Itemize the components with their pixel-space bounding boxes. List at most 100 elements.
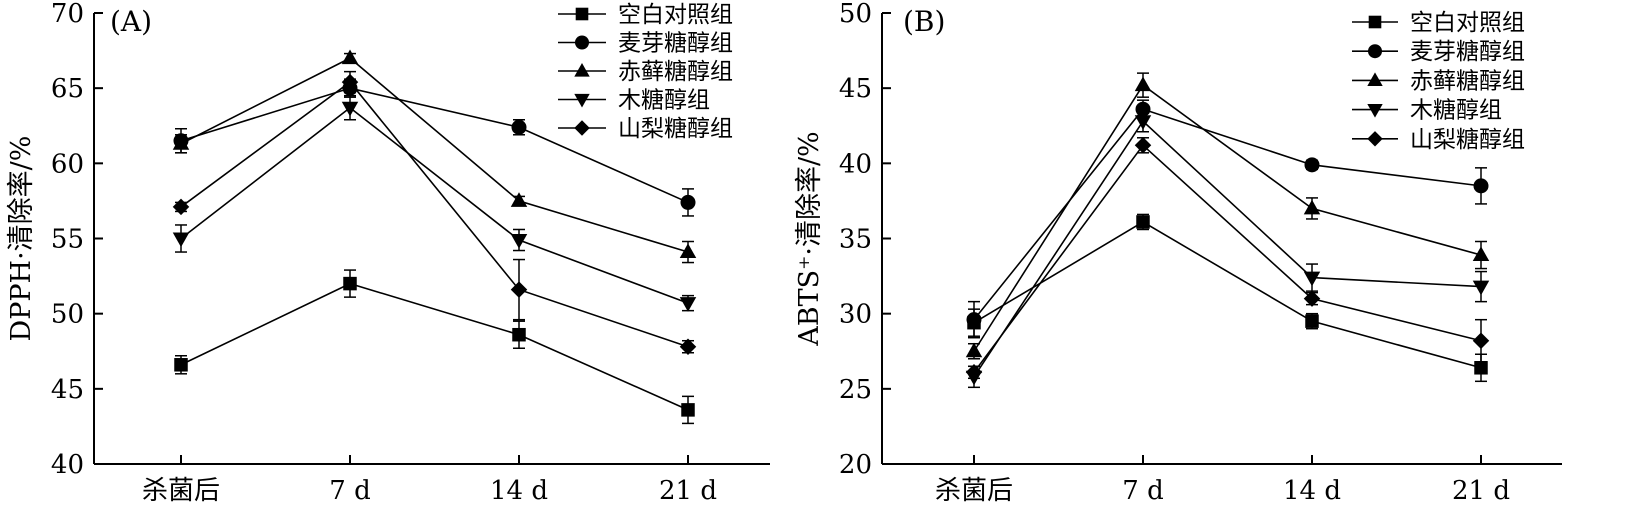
data-point: [679, 338, 697, 355]
y-axis-title: ABTS⁺·清除率/%: [794, 131, 825, 346]
chart-a: 40 45 50 55 60 65 70 杀菌后 7 d 14 d 21 d DPPH·清除率/% (A…: [6, 0, 770, 506]
data-point: [681, 403, 695, 417]
x-tick-label: 7 d: [329, 476, 370, 506]
legend-marker: [1367, 104, 1383, 118]
y-tick-label: 60: [51, 149, 84, 179]
legend-marker: [1368, 44, 1382, 59]
x-tick-label: 杀菌后: [142, 476, 220, 506]
y-tick-label: 45: [839, 74, 872, 104]
legend-label: 赤藓糖醇组: [618, 59, 733, 85]
legend-marker: [1367, 72, 1383, 86]
data-point: [172, 198, 190, 216]
legend-label: 山梨糖醇组: [618, 116, 733, 142]
data-point: [511, 119, 527, 135]
legend-label: 山梨糖醇组: [1410, 127, 1525, 153]
x-tick-label: 杀菌后: [935, 476, 1013, 506]
series-line: [973, 221, 1482, 369]
series-line: [180, 81, 689, 348]
x-tick-label: 7 d: [1122, 476, 1163, 506]
data-point: [1134, 76, 1152, 92]
data-point: [1472, 280, 1490, 296]
data-point: [965, 364, 983, 381]
data-point: [172, 232, 190, 248]
y-tick-label: 45: [51, 375, 84, 405]
x-tick-label: 21 d: [659, 476, 717, 506]
legend-marker: [575, 35, 589, 50]
y-tick-label: 65: [51, 74, 84, 104]
data-point: [1303, 290, 1321, 307]
y-tick-label: 55: [51, 225, 84, 255]
data-point: [512, 327, 526, 342]
y-axis-title: DPPH·清除率/%: [6, 136, 37, 342]
legend-marker: [1368, 15, 1382, 29]
x-tick-label: 14 d: [490, 476, 548, 506]
data-point: [1304, 157, 1320, 173]
data-point: [1473, 178, 1489, 194]
data-point: [1472, 246, 1490, 262]
legend-marker: [574, 120, 590, 136]
legend-marker: [574, 62, 590, 77]
series-line: [180, 106, 689, 304]
data-point: [510, 192, 528, 207]
legend-label: 麦芽糖醇组: [618, 31, 733, 57]
legend-label: 赤藓糖醇组: [1410, 68, 1525, 94]
legend-marker: [575, 7, 589, 21]
legend-label: 木糖醇组: [1410, 98, 1502, 124]
y-tick-label: 50: [839, 0, 872, 29]
series-3: [172, 49, 697, 264]
data-point: [174, 358, 188, 372]
panel-label: (B): [903, 5, 945, 38]
y-tick-label: 50: [51, 300, 84, 330]
series-line: [973, 84, 1482, 352]
y-tick-label: 30: [839, 300, 872, 330]
data-point: [341, 101, 359, 117]
chart-b: 20 25 30 35 40 45 50 杀菌后 7 d 14 d 21 d ABTS⁺·清除率/% (…: [794, 0, 1562, 506]
data-point: [341, 73, 359, 91]
data-point: [679, 243, 697, 259]
y-tick-label: 25: [839, 375, 872, 405]
series-5: [965, 137, 1490, 381]
legend-label: 麦芽糖醇组: [1410, 39, 1525, 65]
series-line: [180, 87, 689, 204]
legend-label: 木糖醇组: [618, 88, 710, 114]
data-point: [1135, 101, 1151, 117]
data-point: [172, 135, 190, 150]
x-tick-label: 14 d: [1283, 476, 1341, 506]
panel-label: (A): [110, 5, 152, 38]
series-4: [172, 94, 697, 312]
series-line: [973, 144, 1482, 373]
data-point: [680, 194, 696, 210]
data-point: [341, 49, 359, 65]
data-point: [1472, 332, 1490, 349]
y-tick-label: 35: [839, 225, 872, 255]
data-point: [965, 342, 983, 358]
series-1: [967, 213, 1488, 383]
series-3: [965, 72, 1490, 360]
data-point: [1134, 137, 1152, 154]
series-line: [180, 57, 689, 253]
data-point: [1303, 199, 1321, 215]
data-point: [510, 234, 528, 249]
series-line: [973, 120, 1482, 378]
data-point: [1303, 271, 1321, 287]
series-5: [172, 70, 697, 355]
series-1: [174, 269, 695, 425]
data-point: [510, 281, 528, 298]
data-point: [1305, 314, 1319, 328]
x-tick-label: 21 d: [1452, 476, 1510, 506]
legend-marker: [1367, 131, 1383, 147]
y-tick-label: 40: [51, 450, 84, 480]
legend-marker: [574, 93, 590, 108]
series-2: [966, 99, 1489, 339]
y-tick-label: 20: [839, 450, 872, 480]
y-tick-label: 40: [839, 149, 872, 179]
y-tick-label: 70: [51, 0, 84, 29]
series-line: [973, 108, 1482, 321]
data-point: [1136, 215, 1150, 229]
data-point: [679, 297, 697, 312]
data-point: [1134, 115, 1152, 130]
legend-label: 空白对照组: [1410, 10, 1525, 36]
